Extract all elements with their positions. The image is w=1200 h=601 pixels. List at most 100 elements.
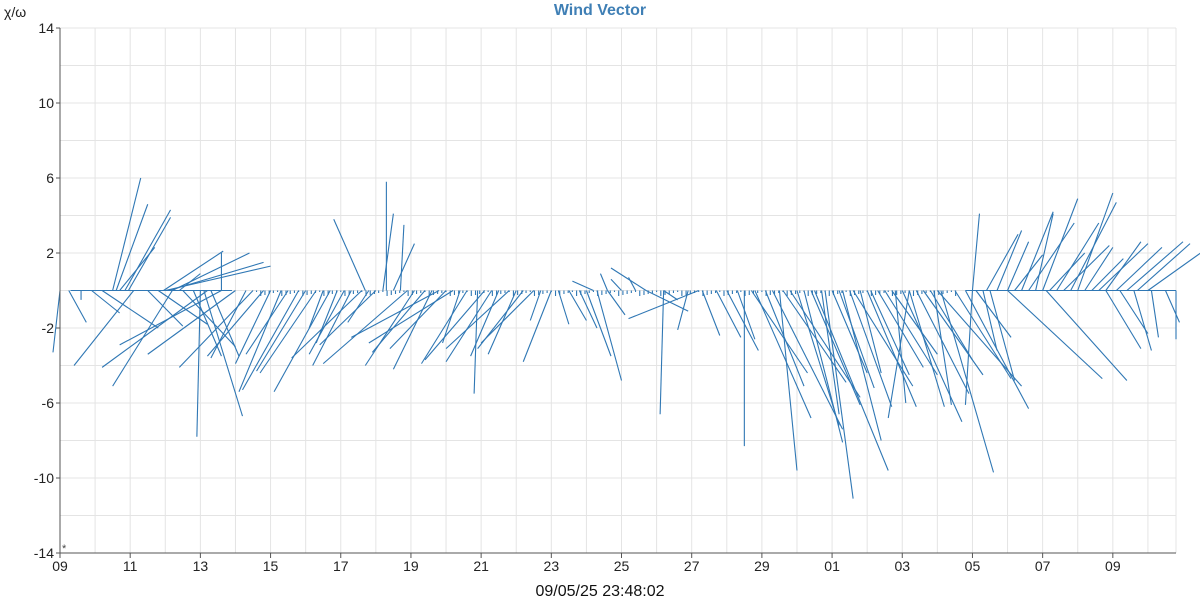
wind-vector xyxy=(101,290,159,329)
wind-vector xyxy=(322,290,408,365)
wind-vector xyxy=(1007,290,1103,380)
wind-vector xyxy=(101,290,208,368)
wind-vector xyxy=(891,290,938,355)
wind-vector xyxy=(73,290,135,366)
wind-vector xyxy=(1164,290,1181,323)
y-tick-label: -10 xyxy=(34,470,54,486)
y-tick-label: 14 xyxy=(38,20,54,36)
y-tick-label: 6 xyxy=(46,170,54,186)
timestamp: 09/05/25 23:48:02 xyxy=(535,583,665,600)
wind-vector xyxy=(392,290,433,370)
wind-vector xyxy=(870,290,910,376)
wind-vector xyxy=(371,290,426,353)
wind-vector xyxy=(645,290,689,312)
wind-vector xyxy=(610,278,622,291)
wind-vector xyxy=(831,290,868,374)
x-tick-label: 01 xyxy=(824,558,840,574)
y-tick-label: 10 xyxy=(38,95,54,111)
wind-vector xyxy=(182,290,236,348)
wind-vector xyxy=(838,290,875,389)
wind-vector xyxy=(915,290,970,394)
wind-vector xyxy=(245,290,289,355)
wind-vector xyxy=(859,290,882,374)
wind-vector xyxy=(147,290,184,327)
wind-vector xyxy=(124,209,172,291)
wind-vector xyxy=(1115,246,1163,291)
wind-vector xyxy=(112,177,142,291)
wind-vector xyxy=(421,290,468,364)
wind-vector xyxy=(470,290,500,357)
x-tick-label: 11 xyxy=(123,558,138,574)
wind-vector xyxy=(1028,222,1075,291)
x-tick-label: 21 xyxy=(473,558,489,574)
wind-vector xyxy=(210,290,240,357)
wind-vector xyxy=(866,290,917,407)
wind-vector xyxy=(480,290,535,344)
x-tick-label: 25 xyxy=(614,558,630,574)
x-tick-label: 15 xyxy=(263,558,279,574)
wind-vector xyxy=(814,290,889,471)
x-tick-label: 09 xyxy=(52,558,68,574)
wind-vector xyxy=(933,290,952,405)
wind-vector xyxy=(578,290,598,329)
wind-vector xyxy=(771,290,844,430)
wind-vector xyxy=(91,290,121,314)
wind-vector xyxy=(975,290,1012,338)
wind-vector xyxy=(238,290,282,392)
wind-vector xyxy=(178,273,201,291)
x-tick-label: 03 xyxy=(894,558,910,574)
wind-vector xyxy=(701,290,721,336)
y-tick-label: 2 xyxy=(46,245,54,261)
x-tick-label: 29 xyxy=(754,558,770,574)
x-tick-label: 05 xyxy=(965,558,981,574)
wind-vector xyxy=(1077,192,1114,291)
wind-vector xyxy=(778,290,798,471)
wind-vector xyxy=(1049,252,1086,291)
wind-vector xyxy=(196,290,201,437)
wind-vector xyxy=(736,290,756,340)
wind-vector xyxy=(764,290,805,387)
wind-vector xyxy=(119,290,222,346)
wind-vector xyxy=(754,290,812,419)
wind-vector xyxy=(726,290,759,351)
wind-vector xyxy=(147,290,236,355)
wind-vector xyxy=(954,290,1012,379)
axes: -14 -10 -6 -2 2 6 10 14 09 11 13 15 17 19 21 23 25 27 29 01… xyxy=(34,20,1176,574)
x-tick-label: 13 xyxy=(193,558,209,574)
wind-vector xyxy=(849,290,893,407)
wind-vector xyxy=(585,290,612,357)
wind-vector xyxy=(982,290,998,351)
wind-vector xyxy=(572,280,594,292)
wind-vector xyxy=(291,290,363,359)
wind-vector xyxy=(445,290,510,350)
wind-vector xyxy=(986,233,1019,291)
wind-vector xyxy=(557,290,570,325)
wind-vector xyxy=(663,290,678,301)
x-tick-label: 09 xyxy=(1105,558,1121,574)
wind-vector xyxy=(273,290,331,393)
wind-vector xyxy=(1105,290,1142,349)
wind-vector xyxy=(172,252,250,291)
wind-vector xyxy=(382,213,394,291)
wind-vector xyxy=(473,290,479,394)
wind-vector xyxy=(68,290,87,323)
vector-series xyxy=(52,177,1200,499)
wind-vector xyxy=(677,290,689,331)
wind-vector xyxy=(610,267,647,291)
wind-vector xyxy=(1042,198,1079,291)
wind-vector xyxy=(971,213,981,291)
wind-vector xyxy=(522,290,552,362)
x-tick-label: 17 xyxy=(333,558,349,574)
wind-vector xyxy=(308,290,324,329)
wind-vector xyxy=(1119,290,1149,334)
wind-vector xyxy=(424,290,486,361)
wind-vector xyxy=(1084,247,1114,291)
wind-vector xyxy=(877,290,924,368)
wind-vector xyxy=(52,290,61,353)
wind-vector xyxy=(659,290,665,415)
wind-vector xyxy=(163,250,224,291)
wind-vector xyxy=(1147,252,1200,291)
wind-vector xyxy=(715,290,742,338)
wind-vector xyxy=(127,217,172,291)
wind-vector xyxy=(206,290,264,357)
